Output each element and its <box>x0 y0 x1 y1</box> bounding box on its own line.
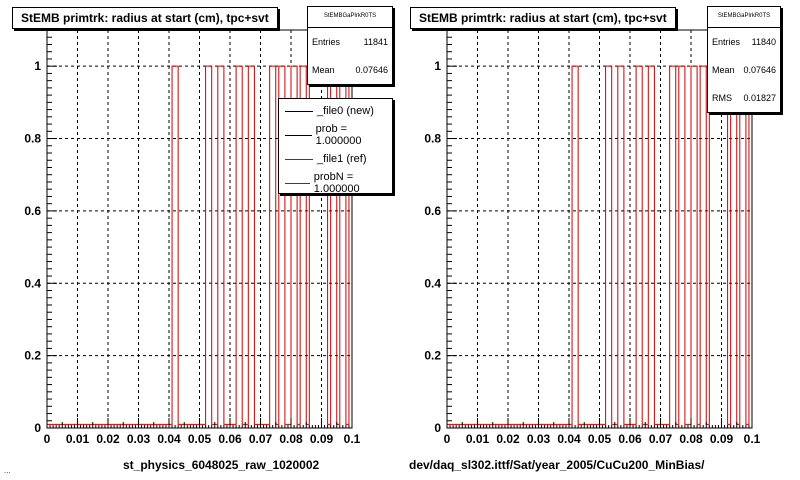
left-y-tick-label: 0.6 <box>24 204 41 218</box>
right-x-tick-label: 0.06 <box>618 432 642 446</box>
legend-label-probn: probN = 1.000000 <box>313 171 360 194</box>
left-stats-entries: Entries 11841 <box>308 28 392 56</box>
left-entries-label: Entries <box>312 37 341 47</box>
legend-entry-file1: _file1 (ref) <box>279 147 392 171</box>
left-mean-value: 0.07646 <box>355 65 388 75</box>
left-x-tick-label: 0.07 <box>249 432 273 446</box>
legend-entry-probn: probN = 1.000000 <box>279 171 392 194</box>
legend-label-file1: _file1 (ref) <box>317 153 367 165</box>
right-rms-value: 0.01827 <box>743 93 776 103</box>
right-x-tick-label: 0.08 <box>679 432 703 446</box>
legend-entry-prob: prob = 1.000000 <box>279 123 392 147</box>
footer-text: ... <box>4 466 11 475</box>
left-x-tick-label: 0.1 <box>344 432 361 446</box>
right-plot: 0 0.01 0.02 0.03 0.04 0.05 0.06 0.07 0.08 0.09 0.1… <box>424 29 761 446</box>
left-title-text: StEMB primtrk: radius at start (cm), tpc… <box>21 11 269 25</box>
left-y-tick-label: 0.8 <box>24 132 41 146</box>
right-chart-title: StEMB primtrk: radius at start (cm), tpc… <box>410 7 676 29</box>
right-x-tick-label: 0.01 <box>466 432 490 446</box>
right-y-tick-label: 1 <box>434 59 441 73</box>
right-histogram-ref <box>447 65 752 425</box>
left-x-tick-label: 0.04 <box>157 432 181 446</box>
right-x-tick-label: 0 <box>444 432 451 446</box>
left-x-tick-label: 0.01 <box>66 432 90 446</box>
right-entries-value: 11840 <box>751 37 776 47</box>
right-x-tick-label: 0.04 <box>557 432 581 446</box>
right-x-tick-label: 0.07 <box>649 432 673 446</box>
left-histogram-ref <box>47 65 352 425</box>
left-y-tick-label: 0.2 <box>24 349 41 363</box>
right-stats-mean: Mean 0.07646 <box>708 56 780 84</box>
right-y-tick-label: 0 <box>434 421 441 435</box>
right-x-tick-label: 0.02 <box>496 432 520 446</box>
left-legend: _file0 (new) prob = 1.000000 _file1 (ref… <box>278 98 393 194</box>
left-y-tick-label: 0.4 <box>24 276 41 290</box>
left-plot: 0 0.01 0.02 0.03 0.04 0.05 0.06 0.07 0.08 0.09 0.1… <box>24 29 361 446</box>
right-stats-rms: RMS 0.01827 <box>708 84 780 112</box>
right-x-tick-label: 0.05 <box>588 432 612 446</box>
left-y-tick-label: 1 <box>34 59 41 73</box>
right-file-label: dev/daq_sl302.ittf/Sat/year_2005/CuCu200… <box>409 458 705 472</box>
right-y-tick-label: 0.8 <box>424 132 441 146</box>
right-y-tick-label: 0.6 <box>424 204 441 218</box>
left-mean-label: Mean <box>312 65 335 75</box>
right-y-tick-label: 0.4 <box>424 276 441 290</box>
legend-label-prob: prob = 1.000000 <box>315 123 362 147</box>
left-x-tick-label: 0 <box>44 432 51 446</box>
right-y-tick-label: 0.2 <box>424 349 441 363</box>
right-entries-label: Entries <box>712 37 741 47</box>
right-title-text: StEMB primtrk: radius at start (cm), tpc… <box>419 11 667 25</box>
right-x-tick-label: 0.03 <box>527 432 551 446</box>
left-stats-mean: Mean 0.07646 <box>308 56 392 84</box>
legend-swatch-file1 <box>285 158 313 160</box>
left-x-tick-label: 0.09 <box>310 432 334 446</box>
right-rms-label: RMS <box>712 93 732 103</box>
left-x-tick-label: 0.05 <box>188 432 212 446</box>
left-stats-box: StEMBGaPlrkR0TS Entries 11841 Mean 0.076… <box>307 6 393 85</box>
legend-swatch-probn <box>285 182 310 184</box>
left-file-label: st_physics_6048025_raw_1020002 <box>123 458 320 472</box>
left-x-tick-label: 0.03 <box>127 432 151 446</box>
left-x-tick-label: 0.06 <box>218 432 242 446</box>
left-stats-header: StEMBGaPlrkR0TS <box>308 7 392 28</box>
right-stats-entries: Entries 11840 <box>708 28 780 56</box>
legend-label-file0: _file0 (new) <box>317 105 374 117</box>
left-x-tick-label: 0.08 <box>279 432 303 446</box>
left-y-tick-label: 0 <box>34 421 41 435</box>
right-stats-header: StEMBGaPlrkR0TS <box>708 7 780 28</box>
right-stats-box: StEMBGaPlrkR0TS Entries 11840 Mean 0.076… <box>707 6 781 113</box>
left-x-tick-label: 0.02 <box>96 432 120 446</box>
right-x-tick-label: 0.1 <box>744 432 761 446</box>
legend-swatch-file0 <box>285 110 313 112</box>
right-mean-label: Mean <box>712 65 735 75</box>
right-x-tick-label: 0.09 <box>710 432 734 446</box>
right-mean-value: 0.07646 <box>743 65 776 75</box>
left-chart-title: StEMB primtrk: radius at start (cm), tpc… <box>12 7 278 29</box>
legend-swatch-prob <box>285 134 312 136</box>
legend-entry-file0: _file0 (new) <box>279 99 392 123</box>
left-entries-value: 11841 <box>363 37 388 47</box>
